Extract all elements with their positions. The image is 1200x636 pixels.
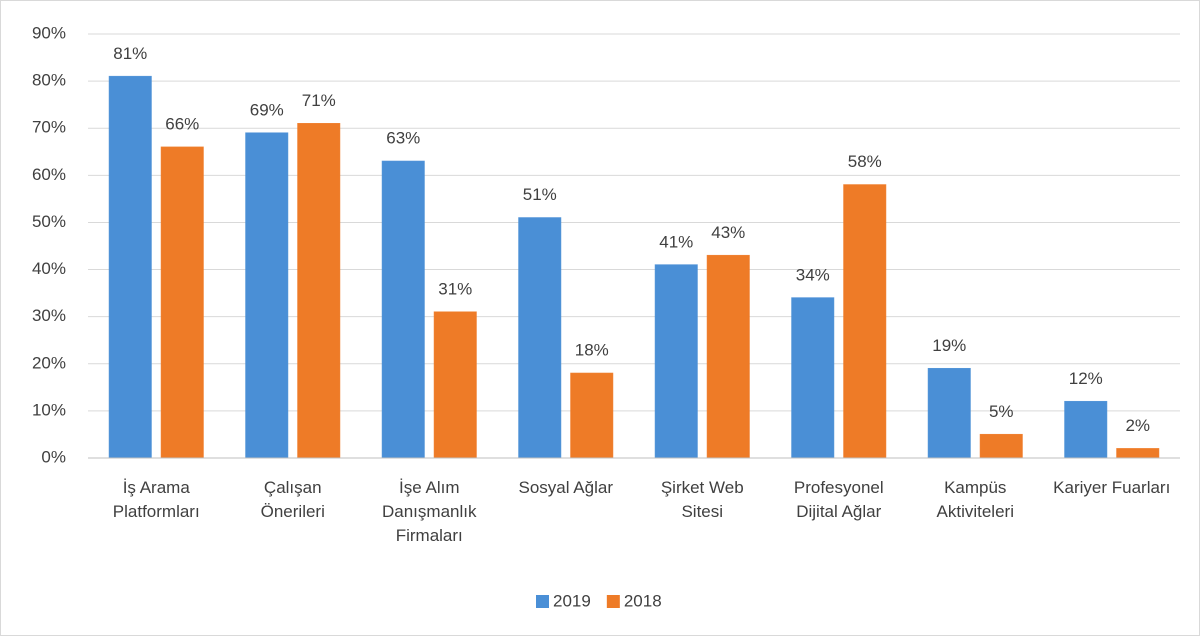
- legend-swatch: [606, 595, 620, 608]
- y-tick-label: 40%: [32, 259, 66, 278]
- y-tick-label: 20%: [32, 353, 66, 372]
- bar: [791, 297, 835, 459]
- y-tick-label: 0%: [41, 447, 66, 466]
- bar: [927, 367, 971, 459]
- legend-label: 2019: [553, 591, 591, 610]
- bar: [433, 311, 477, 459]
- data-label: 18%: [575, 341, 609, 360]
- x-tick-label: Kampüs Aktiviteleri: [936, 478, 1014, 521]
- x-tick-label: Profesyonel Dijital Ağlar: [793, 478, 884, 521]
- data-label: 19%: [932, 336, 966, 355]
- bar: [160, 146, 204, 459]
- bar: [245, 132, 289, 459]
- bar: [654, 264, 698, 459]
- bar: [297, 123, 341, 459]
- bar: [108, 75, 152, 459]
- y-tick-label: 60%: [32, 165, 66, 184]
- data-label: 5%: [989, 402, 1014, 421]
- bar: [570, 372, 614, 459]
- legend-swatch: [536, 595, 549, 608]
- legend-label: 2018: [624, 591, 662, 610]
- data-label: 71%: [302, 91, 336, 110]
- data-label: 51%: [523, 185, 557, 204]
- y-tick-label: 70%: [32, 118, 66, 137]
- bar: [381, 160, 425, 459]
- data-label: 34%: [796, 265, 830, 284]
- bar: [1116, 448, 1160, 459]
- data-label: 43%: [711, 223, 745, 242]
- bar: [1064, 400, 1108, 459]
- data-label: 31%: [438, 279, 472, 298]
- data-label: 66%: [165, 115, 199, 134]
- data-label: 63%: [386, 129, 420, 148]
- x-tick-label: Sosyal Ağlar: [518, 478, 614, 497]
- data-label: 12%: [1069, 369, 1103, 388]
- data-label: 41%: [659, 232, 693, 251]
- bar: [843, 184, 887, 459]
- x-tick-label: İş Arama Platformları: [112, 478, 200, 521]
- bar: [979, 433, 1023, 459]
- data-label: 2%: [1125, 416, 1150, 435]
- data-label: 69%: [250, 100, 284, 119]
- y-tick-label: 10%: [32, 400, 66, 419]
- x-tick-label: Çalışan Önerileri: [260, 478, 325, 521]
- x-tick-label: Şirket Web Sitesi: [660, 478, 744, 521]
- y-tick-label: 30%: [32, 306, 66, 325]
- bar: [518, 217, 562, 459]
- data-label: 81%: [113, 44, 147, 63]
- y-tick-label: 80%: [32, 71, 66, 90]
- x-tick-label: Kariyer Fuarları: [1053, 478, 1171, 497]
- y-tick-label: 50%: [32, 212, 66, 231]
- x-tick-label: İşe Alım Danışmanlık Firmaları: [382, 478, 477, 545]
- y-tick-label: 90%: [32, 23, 66, 42]
- data-label: 58%: [848, 152, 882, 171]
- bar: [706, 254, 750, 459]
